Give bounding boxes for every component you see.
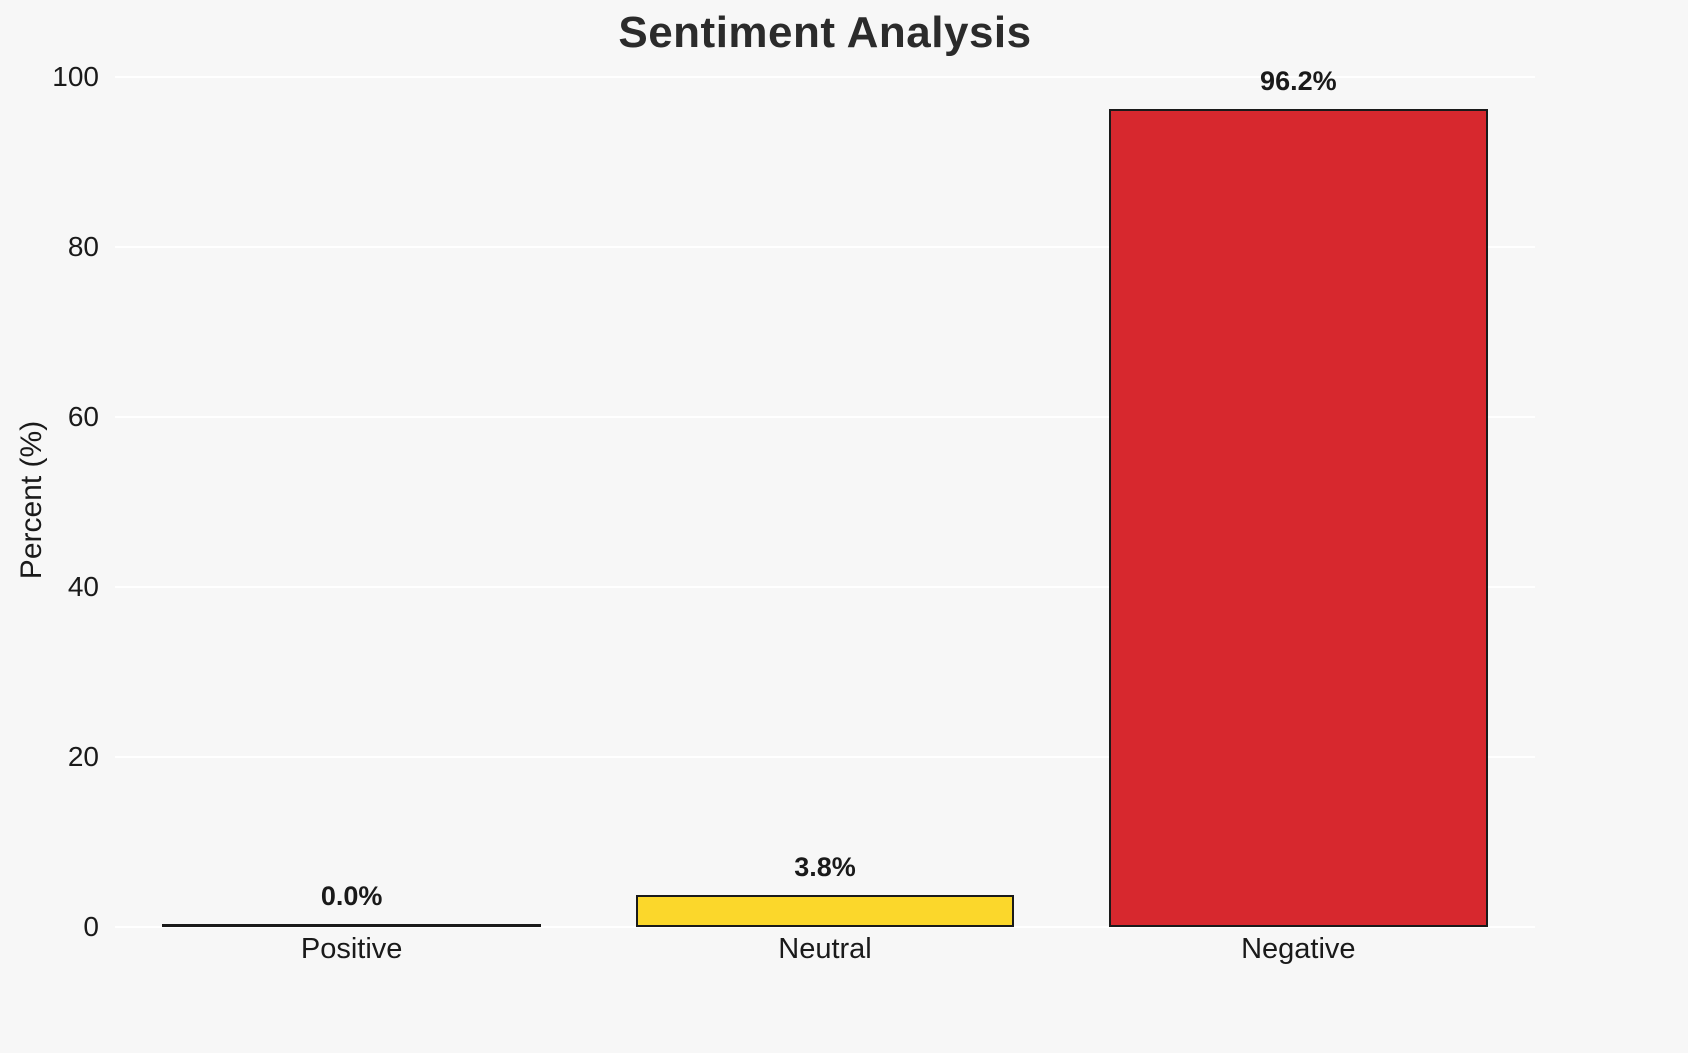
- y-axis-label: Percent (%): [15, 420, 48, 580]
- x-tick-label-negative: Negative: [1241, 933, 1356, 965]
- y-tick-label-100: 100: [52, 61, 99, 92]
- y-tick-label-0: 0: [83, 911, 99, 942]
- y-tick-label-20: 20: [67, 741, 99, 772]
- bar-positive: [162, 924, 541, 927]
- gridline-100: [115, 76, 1535, 78]
- bar-value-label-positive: 0.0%: [320, 881, 383, 911]
- bar-negative: [1109, 109, 1488, 927]
- gridline-60: [115, 416, 1535, 418]
- gridline-0: [115, 926, 1535, 928]
- bar-value-label-neutral: 3.8%: [794, 851, 856, 882]
- chart-title: Sentiment Analysis: [618, 8, 1032, 57]
- bar-value-label-negative: 96.2%: [1260, 66, 1337, 97]
- y-tick-label-80: 80: [67, 231, 99, 262]
- plot-area: 0.0% Positive 3.8% Neutral 96.2% Negative: [115, 66, 1535, 965]
- y-tick-label-40: 40: [67, 571, 99, 602]
- gridline-20: [115, 756, 1535, 758]
- y-tick-label-60: 60: [67, 401, 99, 432]
- x-tick-label-neutral: Neutral: [778, 933, 872, 965]
- x-tick-label-positive: Positive: [300, 933, 403, 965]
- gridline-40: [115, 586, 1535, 588]
- bar-neutral: [635, 894, 1015, 927]
- gridline-80: [115, 246, 1535, 248]
